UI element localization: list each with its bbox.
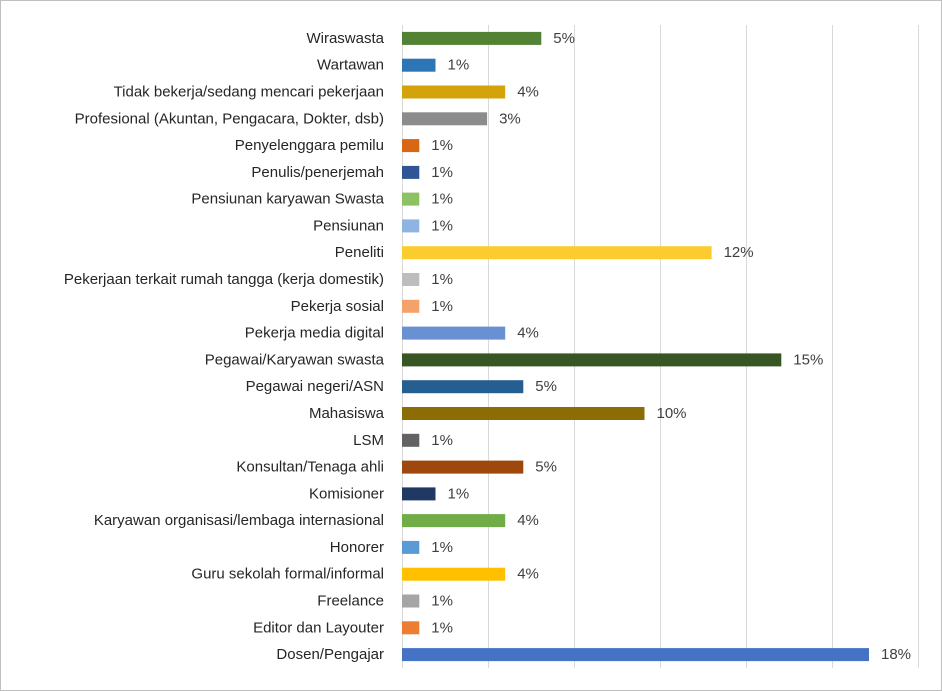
bar: [402, 85, 506, 99]
bar: [402, 31, 542, 45]
data-label: 3%: [499, 110, 521, 127]
bar: [402, 299, 420, 313]
data-label: 4%: [517, 84, 539, 101]
bar: [402, 353, 782, 367]
data-label: 5%: [535, 459, 557, 476]
category-label: Komisioner: [309, 485, 384, 502]
category-label: Wiraswasta: [306, 30, 384, 47]
data-label: 18%: [881, 646, 911, 663]
category-label: Editor dan Layouter: [253, 619, 384, 636]
bar: [402, 460, 524, 474]
data-label: 1%: [431, 137, 453, 154]
data-label: 10%: [657, 405, 687, 422]
data-label: 1%: [431, 298, 453, 315]
category-labels: Wiraswasta Wartawan Tidak bekerja/sedang m…: [64, 30, 385, 663]
data-label: 15%: [793, 351, 823, 368]
data-label: 5%: [535, 378, 557, 395]
bar: [402, 540, 420, 554]
category-label: Mahasiswa: [309, 405, 385, 422]
bar: [402, 380, 524, 394]
bar: [402, 433, 420, 447]
data-label: 1%: [448, 485, 470, 502]
category-label: Pekerja media digital: [245, 325, 384, 342]
category-label: Pekerja sosial: [291, 298, 384, 315]
bar: [402, 219, 420, 233]
bar: [402, 567, 506, 581]
category-label: Freelance: [317, 593, 384, 610]
category-label: Dosen/Pengajar: [276, 646, 384, 663]
category-label: Penulis/penerjemah: [251, 164, 384, 181]
category-label: Honorer: [330, 539, 384, 556]
bar: [402, 192, 420, 206]
category-label: Pensiunan karyawan Swasta: [191, 191, 384, 208]
bar: [402, 648, 869, 662]
data-label: 4%: [517, 566, 539, 583]
bar: [402, 58, 436, 72]
bar: [402, 273, 420, 286]
data-label: 1%: [431, 217, 453, 234]
bar: [402, 112, 488, 126]
data-label: 12%: [724, 244, 754, 261]
data-label: 1%: [431, 539, 453, 556]
category-label: LSM: [353, 432, 384, 449]
category-label: Karyawan organisasi/lembaga internasiona…: [94, 512, 384, 529]
data-label: 1%: [431, 191, 453, 208]
data-label: 5%: [553, 30, 575, 47]
data-label: 1%: [431, 271, 453, 288]
bar: [402, 326, 506, 340]
category-label: Tidak bekerja/sedang mencari pekerjaan: [114, 84, 384, 101]
data-label: 1%: [448, 57, 470, 74]
bar: [402, 514, 506, 528]
data-label: 1%: [431, 432, 453, 449]
data-label: 1%: [431, 619, 453, 636]
data-label: 1%: [431, 164, 453, 181]
bar: [402, 139, 420, 153]
bar: [402, 165, 420, 179]
category-label: Pensiunan: [313, 217, 384, 234]
category-label: Pegawai/Karyawan swasta: [205, 351, 385, 368]
category-label: Wartawan: [317, 57, 384, 74]
bar: [402, 246, 712, 260]
category-label: Pekerjaan terkait rumah tangga (kerja do…: [64, 271, 384, 288]
bar: [402, 621, 420, 635]
data-label: 1%: [431, 593, 453, 610]
data-label: 4%: [517, 325, 539, 342]
category-label: Peneliti: [335, 244, 384, 261]
bar: [402, 487, 436, 501]
category-label: Penyelenggara pemilu: [235, 137, 384, 154]
bar: [402, 407, 645, 420]
category-label: Konsultan/Tenaga ahli: [236, 459, 384, 476]
category-label: Profesional (Akuntan, Pengacara, Dokter,…: [75, 110, 384, 127]
category-label: Pegawai negeri/ASN: [246, 378, 384, 395]
bars: [402, 31, 869, 662]
data-labels: 5% 1% 4% 3% 1% 1% 1% 1% 12% 1% 1% 4% 15% 5% 10% 1% 5% 1% 4…: [431, 30, 911, 663]
bar: [402, 594, 420, 608]
data-label: 4%: [517, 512, 539, 529]
category-label: Guru sekolah formal/informal: [191, 566, 384, 583]
gridlines: [402, 25, 919, 668]
